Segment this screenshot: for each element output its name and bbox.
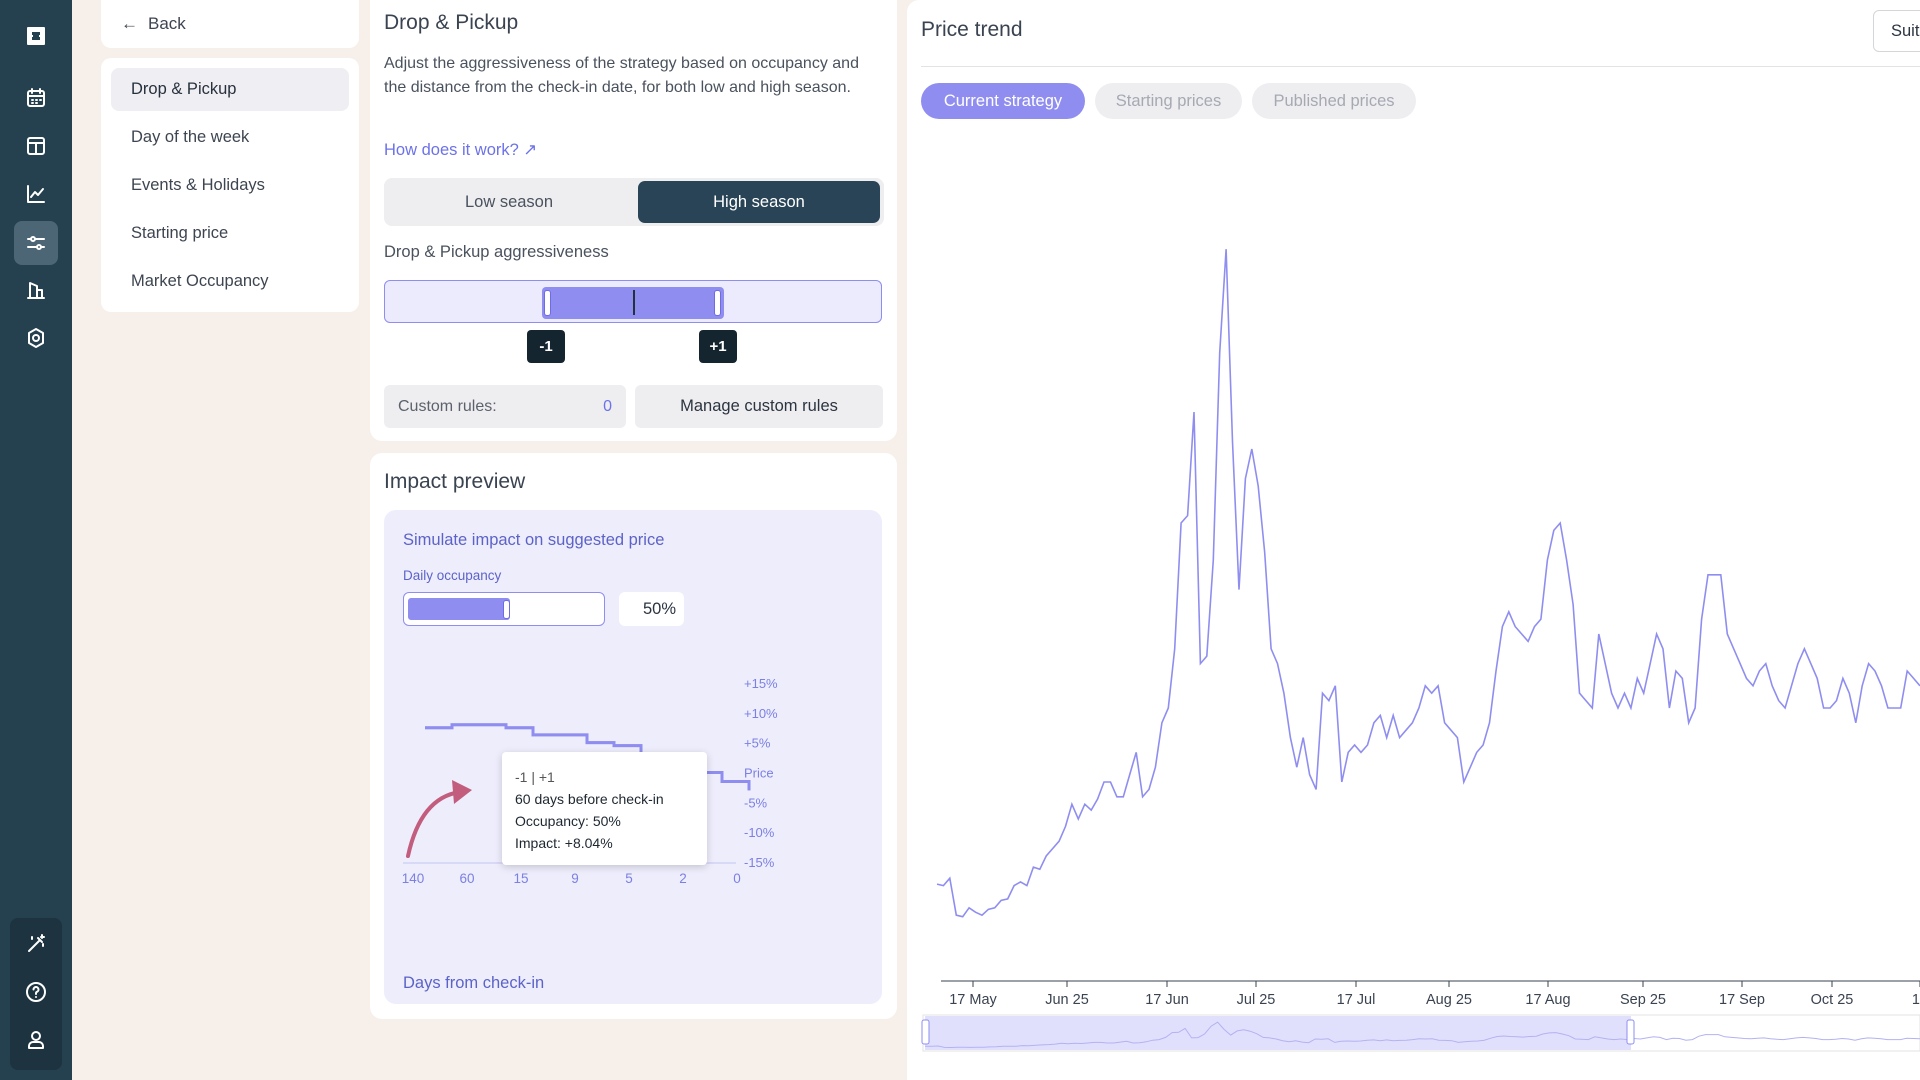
y-tick-label: -10% bbox=[744, 825, 775, 840]
starting-prices-pill[interactable]: Starting prices bbox=[1095, 83, 1242, 119]
tooltip-impact: Impact: +8.04% bbox=[515, 835, 613, 851]
price-series-line bbox=[936, 249, 1920, 918]
logo-icon[interactable] bbox=[14, 14, 58, 58]
buildings-icon[interactable] bbox=[14, 268, 58, 312]
occupancy-label: Daily occupancy bbox=[403, 568, 502, 583]
occupancy-handle[interactable] bbox=[503, 600, 510, 619]
impact-preview-card: Impact preview Simulate impact on sugges… bbox=[370, 453, 897, 1019]
published-prices-pill[interactable]: Published prices bbox=[1252, 83, 1416, 119]
custom-rules-counter: Custom rules: 0 bbox=[384, 385, 626, 428]
calendar-icon[interactable] bbox=[14, 76, 58, 120]
settings-icon[interactable] bbox=[14, 316, 58, 360]
x-tick-label: 17 Jun bbox=[1145, 992, 1189, 1008]
min-value-badge: -1 bbox=[527, 330, 565, 363]
price-trend-card: Price trend Suit Current strategy Starti… bbox=[907, 0, 1920, 1080]
room-type-select[interactable]: Suit bbox=[1873, 10, 1920, 52]
tooltip-header: -1 | +1 bbox=[515, 769, 555, 785]
aggressiveness-max-handle[interactable] bbox=[714, 290, 721, 316]
x-tick-label: Jun 25 bbox=[1045, 992, 1089, 1008]
navigator-series bbox=[925, 1021, 1920, 1049]
x-tick-label: 17 Aug bbox=[1525, 992, 1570, 1008]
impact-tooltip: -1 | +1 60 days before check-in Occupanc… bbox=[502, 752, 707, 865]
aggressiveness-center-marker bbox=[633, 290, 635, 315]
x-tick-label: 2 bbox=[679, 871, 687, 886]
impact-title: Impact preview bbox=[384, 470, 526, 493]
navigator-left-handle bbox=[921, 1019, 930, 1045]
x-tick-label: 0 bbox=[733, 871, 741, 886]
annotation-arrow bbox=[406, 790, 462, 858]
manage-custom-rules-button[interactable]: Manage custom rules bbox=[635, 385, 883, 428]
season-toggle: Low season High season bbox=[384, 178, 884, 226]
strategy-nav: Drop & Pickup Day of the week Events & H… bbox=[101, 58, 359, 312]
y-tick-label: -15% bbox=[744, 855, 775, 870]
x-tick-label: 140 bbox=[402, 871, 425, 886]
trend-title: Price trend bbox=[921, 18, 1023, 41]
x-tick-label: Jul 25 bbox=[1237, 992, 1276, 1008]
annotation-arrowhead bbox=[452, 780, 472, 804]
x-tick-label: 60 bbox=[459, 871, 474, 886]
tooltip-days: 60 days before check-in bbox=[515, 791, 664, 807]
x-tick-label: 5 bbox=[625, 871, 633, 886]
occupancy-fill bbox=[408, 598, 510, 620]
x-tick-label: 15 bbox=[513, 871, 528, 886]
y-tick-label: -5% bbox=[744, 795, 768, 810]
help-icon[interactable] bbox=[14, 970, 58, 1014]
layout-icon[interactable] bbox=[14, 124, 58, 168]
divider bbox=[921, 66, 1920, 67]
drop-pickup-card: Drop & Pickup Adjust the aggressiveness … bbox=[370, 0, 897, 441]
x-tick-label: Oct 25 bbox=[1811, 992, 1854, 1008]
back-button[interactable]: ← Back bbox=[101, 0, 359, 48]
low-season-tab[interactable]: Low season bbox=[464, 192, 554, 211]
arrow-left-icon: ← bbox=[121, 14, 138, 33]
user-icon[interactable] bbox=[14, 1018, 58, 1062]
custom-rules-label: Custom rules: bbox=[398, 397, 497, 415]
tooltip-occupancy: Occupancy: 50% bbox=[515, 813, 621, 829]
back-label: Back bbox=[148, 14, 186, 33]
y-tick-label: +5% bbox=[744, 736, 771, 751]
max-value-badge: +1 bbox=[699, 330, 737, 363]
x-tick-label: 17 May bbox=[949, 992, 997, 1008]
nav-item-events-holidays[interactable]: Events & Holidays bbox=[131, 176, 265, 194]
aggressiveness-label: Drop & Pickup aggressiveness bbox=[384, 243, 609, 261]
x-tick-label: 9 bbox=[571, 871, 579, 886]
x-tick-label: Sep 25 bbox=[1620, 992, 1666, 1008]
nav-item-drop-pickup[interactable]: Drop & Pickup bbox=[111, 68, 349, 111]
nav-item-day-of-week[interactable]: Day of the week bbox=[131, 128, 250, 146]
nav-item-starting-price[interactable]: Starting price bbox=[131, 224, 229, 242]
x-tick-label: 17 bbox=[1912, 992, 1920, 1008]
navigator-right-handle bbox=[1626, 1019, 1635, 1045]
x-tick-label: 17 Jul bbox=[1337, 992, 1376, 1008]
x-axis-label: Days from check-in bbox=[403, 974, 545, 992]
analytics-icon[interactable] bbox=[14, 172, 58, 216]
card-title: Drop & Pickup bbox=[384, 11, 519, 34]
y-tick-label: +10% bbox=[744, 706, 778, 721]
high-season-tab[interactable]: High season bbox=[638, 181, 880, 223]
nav-item-market-occupancy[interactable]: Market Occupancy bbox=[131, 272, 269, 290]
occupancy-input[interactable]: 50% bbox=[619, 592, 684, 626]
how-does-it-work-link[interactable]: How does it work? ↗ bbox=[384, 141, 538, 159]
y-tick-label: Price bbox=[744, 766, 774, 781]
x-tick-label: Aug 25 bbox=[1426, 992, 1472, 1008]
y-tick-label: +15% bbox=[744, 676, 778, 691]
magic-wand-icon[interactable] bbox=[14, 922, 58, 966]
app-sidebar bbox=[0, 0, 72, 1080]
aggressiveness-min-handle[interactable] bbox=[544, 290, 551, 316]
card-description: Adjust the aggressiveness of the strateg… bbox=[384, 55, 859, 96]
x-tick-label: 17 Sep bbox=[1719, 992, 1765, 1008]
sliders-icon[interactable] bbox=[14, 221, 58, 265]
simulate-title: Simulate impact on suggested price bbox=[403, 531, 665, 549]
custom-rules-count: 0 bbox=[603, 397, 612, 415]
price-trend-chart: 17 May Jun 25 17 Jun Jul 25 17 Jul Aug 25 17 A… bbox=[921, 249, 1920, 1052]
current-strategy-pill[interactable]: Current strategy bbox=[921, 83, 1085, 119]
navigator-selection bbox=[925, 1016, 1631, 1050]
